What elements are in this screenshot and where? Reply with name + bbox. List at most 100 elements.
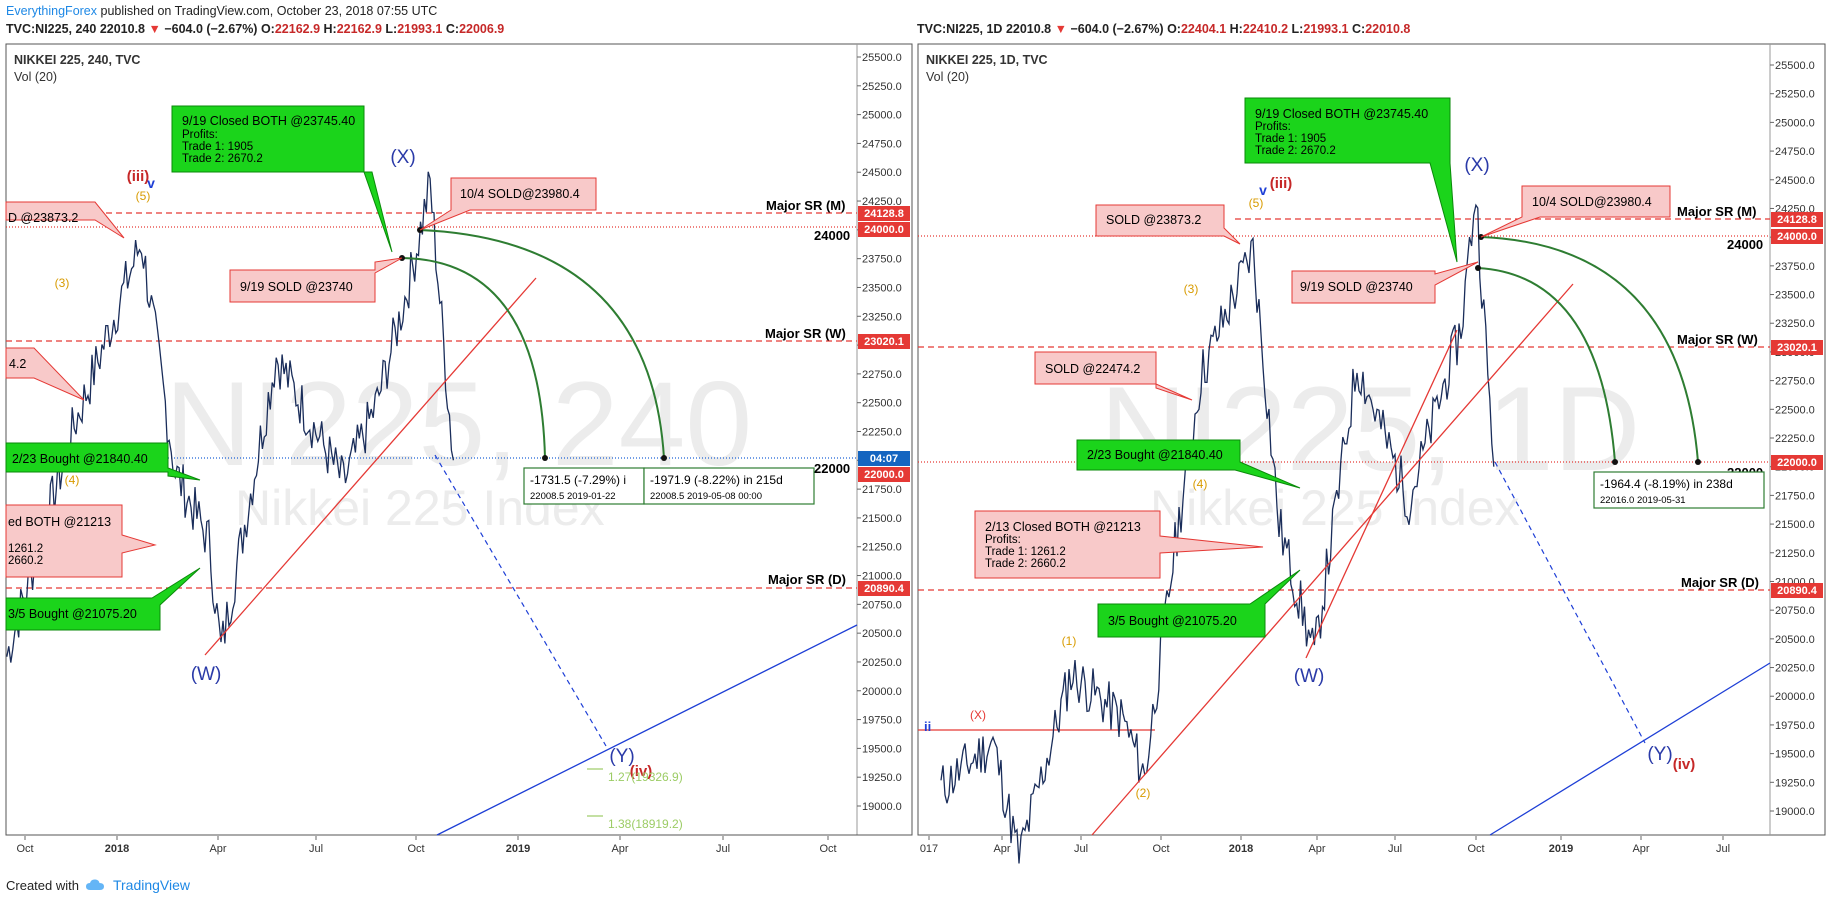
footer: Created with TradingView [6,877,190,893]
left-sr-d-badge [858,581,910,596]
left-closed-both-line2: Trade 1: 1905 [182,141,253,153]
left-wave-w: (W) [191,664,222,685]
left-callout-sold-23873[interactable]: D @23873.2 [5,201,125,239]
left-plot-frame [5,43,913,836]
left-x-tick-label: Oct [16,843,33,855]
left-x-tick-label: 2018 [105,843,129,855]
right-y-tick-label: 25000.0 [1775,117,1815,129]
left-arc-2 [419,229,665,459]
right-y-tick-label: 20000.0 [1775,691,1815,703]
left-measure-2-main: -1971.9 (-8.22%) in 215d [650,473,783,487]
left-y-tick-label: 24750.0 [862,138,902,150]
right-sr-d-label: Major SR (D) [1681,575,1759,590]
left-wave-x: (X) [390,147,415,168]
left-y-tick-label: 19750.0 [862,715,902,727]
right-x-axis: 017 Apr Jul Oct 2018 Apr Jul Oct 2019 Apr Jul [920,836,1730,855]
left-x-tick-label: Oct [819,843,836,855]
left-y-tick-label: 20750.0 [862,599,902,611]
left-quote-bar: TVC:NI225, 240 22010.8 ▼ −604.0 (−2.67%)… [6,22,505,36]
right-wave-2: (2) [1136,786,1151,800]
left-wave-4: (4) [65,473,80,487]
right-y-tick-label: 23500.0 [1775,290,1815,302]
left-close: 22006.9 [459,22,505,36]
right-sr-w-badge-text: 23020.1 [1777,342,1817,354]
left-fib-127: 1.27(19326.9) [608,770,683,784]
left-y-tick-label: 19250.0 [862,772,902,784]
left-wave-3: (3) [55,276,70,290]
right-y-tick-label: 24500.0 [1775,175,1815,187]
right-callout-sold-1004[interactable]: 10/4 SOLD@23980.4 [1480,185,1671,238]
left-callout-sold-0919[interactable]: 9/19 SOLD @23740 [229,257,403,303]
left-price-series [6,171,455,663]
right-vol-label: Vol (20) [926,70,969,84]
left-y-tick-label: 25000.0 [862,110,902,122]
left-closed-0213-title: ed BOTH @21213 [8,515,111,529]
left-chart-panel[interactable]: NIKKEI 225, 240, TVC Vol (20) NI225, 240… [5,43,913,855]
left-24000-badge [858,222,910,237]
left-callout-closed-both[interactable]: 9/19 Closed BOTH @23745.40 Profits: Trad… [171,105,393,253]
left-quote-last: 22010.8 [99,22,145,36]
right-callout-sold-0919[interactable]: 9/19 SOLD @23740 [1291,261,1479,304]
right-22000-badge-text: 22000.0 [1777,457,1817,469]
left-y-tick-label: 23750.0 [862,254,902,266]
right-callout-sold-23873[interactable]: SOLD @23873.2 [1095,204,1241,245]
right-chart-panel[interactable]: NIKKEI 225, 1D, TVC Vol (20) NI225, 1D N… [917,43,1826,864]
published-text: published on TradingView.com, October 23… [97,4,438,18]
author-link[interactable]: EverythingForex [6,4,98,18]
tradingview-link[interactable]: TradingView [112,877,191,893]
left-sold-23873-text: D @23873.2 [8,211,78,225]
right-y-tick-label: 20750.0 [1775,605,1815,617]
left-sr-m-label: Major SR (M) [766,198,845,213]
left-projection-dash [434,454,607,747]
left-callout-bought-0305[interactable]: 3/5 Bought @21075.20 [5,567,201,631]
left-callout-sold-1004[interactable]: 10/4 SOLD@23980.4 [419,177,597,231]
right-y-tick-label: 23750.0 [1775,261,1815,273]
right-callout-bought-0305[interactable]: 3/5 Bought @21075.20 [1097,569,1301,638]
left-y-tick-label: 25500.0 [862,52,902,64]
right-sold-0919-text: 9/19 SOLD @23740 [1300,280,1413,294]
right-callout-closed-0213[interactable]: 2/13 Closed BOTH @21213 Profits: Trade 1… [974,510,1264,579]
right-y-tick-label: 20250.0 [1775,663,1815,675]
right-x-tick-label: Jul [1716,843,1730,855]
right-measure[interactable]: -1964.4 (-8.19%) in 238d 22016.0 2019-05… [1593,471,1765,509]
right-y-tick-label: 25500.0 [1775,60,1815,72]
left-closed-both-line1: Profits: [182,129,218,141]
left-callout-sold-22474[interactable]: 4.2 [5,347,85,401]
right-closed-both-title: 9/19 Closed BOTH @23745.40 [1255,107,1428,121]
right-y-tick-label: 22750.0 [1775,376,1815,388]
right-sold-1004-text: 10/4 SOLD@23980.4 [1532,195,1652,209]
left-vol-label: Vol (20) [14,70,57,84]
right-red-trendline-2 [1305,329,1458,659]
left-measure-2[interactable]: -1971.9 (-8.22%) in 215d 22008.5 2019-05… [643,467,815,505]
left-y-tick-label: 23250.0 [862,311,902,323]
left-callout-bought-0223[interactable]: 2/23 Bought @21840.40 [5,442,201,481]
right-quote-change: −604.0 (−2.67%) [1070,22,1164,36]
left-24000-badge-text: 24000.0 [864,224,904,236]
left-open: 22162.9 [274,22,321,36]
right-callout-sold-22474[interactable]: SOLD @22474.2 [1034,351,1193,401]
left-quote-change: −604.0 (−2.67%) [164,22,258,36]
right-y-tick-label: 22250.0 [1775,433,1815,445]
left-wave-5: (5) [136,189,151,203]
right-wave-w: (W) [1294,666,1325,687]
right-wave-3: (3) [1184,282,1199,296]
left-y-tick-label: 20250.0 [862,657,902,669]
left-24000-label: 24000 [814,228,850,243]
right-sr-w-label: Major SR (W) [1677,332,1758,347]
tradingview-cloud-icon [85,879,104,890]
left-measure-1[interactable]: -1731.5 (-7.29%) i 22008.5 2019-01-22 [523,467,645,505]
left-x-tick-label: Jul [309,843,323,855]
right-callout-closed-both[interactable]: 9/19 Closed BOTH @23745.40 Profits: Trad… [1244,97,1458,263]
left-chart-title: NIKKEI 225, 240, TVC [14,53,140,67]
right-wave-ii: ii [924,719,931,734]
right-wave-1: (1) [1062,634,1077,648]
left-measure-1-main: -1731.5 (-7.29%) i [530,473,626,487]
left-measure-1-sub: 22008.5 2019-01-22 [530,491,616,502]
right-y-tick-label: 23250.0 [1775,318,1815,330]
right-callout-bought-0223[interactable]: 2/23 Bought @21840.40 [1076,439,1301,489]
left-time-badge-text: 04:07 [870,453,898,465]
left-y-tick-label: 19500.0 [862,743,902,755]
left-22000-badge-text: 22000.0 [864,469,904,481]
left-high: 22162.9 [336,22,382,36]
left-callout-closed-0213[interactable]: ed BOTH @21213 1261.2 2660.2 [5,504,157,578]
